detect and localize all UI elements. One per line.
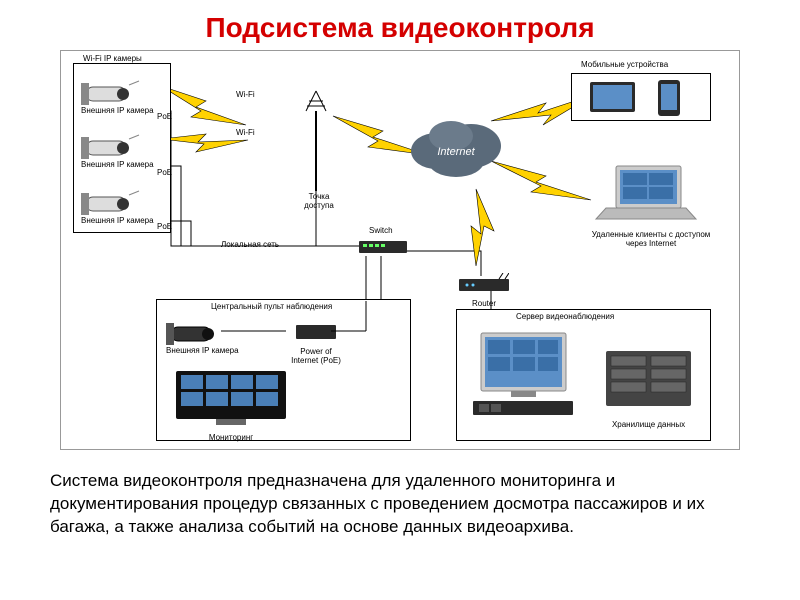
local-net-label: Локальная сеть [221,241,279,250]
mobile-devices-label: Мобильные устройства [581,61,668,70]
poe-label-2: PoE [157,169,172,178]
svg-text:Internet: Internet [437,146,475,158]
central-panel-label: Центральный пульт наблюдения [211,303,332,312]
remote-clients-label: Удаленные клиенты с доступом через Inter… [581,231,721,249]
camera-4: Внешняя IP камера [166,319,239,356]
network-diagram: Wi-Fi IP камеры Внешняя IP камера Внешня… [60,50,740,450]
camera-1: Внешняя IP камера [81,79,154,116]
page-title: Подсистема видеоконтроля [0,0,800,44]
switch-label: Switch [369,227,393,236]
camera-3: Внешняя IP камера [81,189,154,226]
router-device: Router [459,273,509,309]
remote-laptop [591,161,701,236]
mobile-devices-box [571,73,711,121]
internet-cloud: Internet [401,111,511,186]
poe-label-1: PoE [157,113,172,122]
surveillance-server-label: Сервер видеонаблюдения [516,313,614,322]
server-monitor [471,331,576,426]
description-text: Система видеоконтроля предназначена для … [50,470,750,539]
switch-device [359,237,407,262]
camera-2: Внешняя IP камера [81,133,154,170]
monitoring-screen: Мониторинг [171,369,291,443]
wifi-cameras-group-label: Wi-Fi IP камеры [83,55,142,64]
access-point [301,86,331,121]
wifi-label-2: Wi-Fi [236,129,255,138]
poe-power: Power of Internet (PoE) [286,321,346,366]
storage: Хранилище данных [601,346,696,430]
wifi-label-1: Wi-Fi [236,91,255,100]
poe-label-3: PoE [157,223,172,232]
access-point-label: Точка доступа [299,193,339,211]
